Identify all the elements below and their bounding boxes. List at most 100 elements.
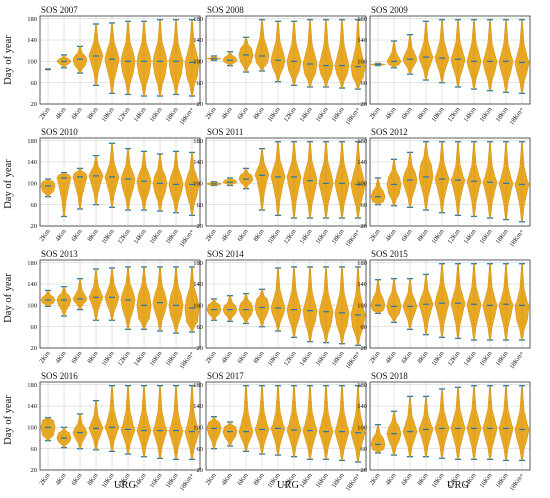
violin-body xyxy=(334,266,350,344)
violin-body xyxy=(238,293,254,324)
violin-body xyxy=(334,19,350,89)
x-tick-label: 2Km xyxy=(38,472,51,487)
x-tick-label: 18Km+ xyxy=(344,472,361,493)
plot-frame xyxy=(39,259,201,349)
x-tick-label: 6Km xyxy=(236,472,249,487)
x-tick-label: 4Km xyxy=(384,472,397,487)
x-tick-label: 14Km xyxy=(299,350,314,367)
violin-body xyxy=(120,385,136,455)
y-tick-label: 100 xyxy=(357,181,367,188)
violin-body xyxy=(482,141,498,219)
violin-body xyxy=(434,263,450,338)
plot-frame xyxy=(205,381,367,471)
x-tick-label: 10Km xyxy=(267,106,282,123)
x-tick-label: 18Km xyxy=(495,106,510,123)
violin-body xyxy=(88,155,104,205)
plot-frame xyxy=(369,15,531,105)
y-tick-label: 180 xyxy=(193,138,203,145)
panel-sos-2012: SOS 2012 20 60 100 140 180 2Km 4Km 6Km 8Km 10Km 12K… xyxy=(357,127,531,248)
y-tick-label: 100 xyxy=(27,181,37,188)
x-tick-label: 16Km xyxy=(315,472,330,489)
x-tick-label: 18Km+ xyxy=(508,106,525,127)
x-tick-label: 16Km xyxy=(479,350,494,367)
x-tick-label: 8Km xyxy=(416,350,429,365)
y-tick-label: 140 xyxy=(27,37,37,44)
violin-body xyxy=(72,278,88,310)
y-tick-label: 20 xyxy=(361,223,368,230)
y-tick-label: 20 xyxy=(361,101,368,108)
panel-title: SOS 2015 xyxy=(371,249,408,259)
y-tick-label: 20 xyxy=(31,345,38,352)
violin-body xyxy=(302,266,318,342)
x-tick-label: 6Km xyxy=(400,350,413,365)
x-tick-label: 18Km+ xyxy=(178,350,195,371)
x-tick-label: 18Km xyxy=(165,350,180,367)
x-tick-label: 8Km xyxy=(252,106,265,121)
panel-title: SOS 2018 xyxy=(371,371,408,381)
violin-body xyxy=(318,141,334,219)
x-tick-label: 2Km xyxy=(204,350,217,365)
x-tick-label: 4Km xyxy=(54,472,67,487)
violin-body xyxy=(104,143,120,208)
violin-body xyxy=(418,396,434,457)
panel-sos-2009: SOS 2009 20 60 100 140 180 2Km 4Km 6Km 8Km 10Km 12K… xyxy=(357,5,531,127)
y-tick-label: 20 xyxy=(31,101,38,108)
x-tick-label: 16Km xyxy=(315,228,330,245)
violin-body xyxy=(434,141,450,213)
violin-body xyxy=(254,148,270,211)
violin-body xyxy=(370,424,386,454)
plot-frame xyxy=(369,259,531,349)
panel-sos-2007: SOS 2007 20 60 100 140 180 2Km 4Km 6Km 8Km 10Km 12K… xyxy=(27,5,201,126)
violin-body xyxy=(286,385,302,457)
x-tick-label: 14Km xyxy=(133,106,148,123)
y-tick-label: 180 xyxy=(357,382,367,389)
x-tick-label: 12Km xyxy=(117,228,132,245)
violin-body xyxy=(514,385,530,461)
violin-body xyxy=(334,141,350,219)
y-tick-label: 140 xyxy=(357,403,367,410)
violin-body xyxy=(402,396,418,457)
violin-body xyxy=(498,263,514,341)
y-tick-label: 100 xyxy=(357,425,367,432)
y-tick-label: 100 xyxy=(27,303,37,310)
violin-body xyxy=(254,385,270,455)
x-tick-label: 4Km xyxy=(384,106,397,121)
x-tick-label: 4Km xyxy=(384,350,397,365)
violin-body xyxy=(40,290,56,307)
y-tick-label: 100 xyxy=(27,425,37,432)
violin-body xyxy=(88,268,104,321)
x-tick-label: 2Km xyxy=(368,106,381,121)
y-tick-label: 140 xyxy=(357,37,367,44)
violin-body xyxy=(450,387,466,460)
plot-frame xyxy=(205,15,367,105)
plot-frame xyxy=(205,259,367,349)
violin-body xyxy=(152,153,168,212)
violin-body xyxy=(386,278,402,323)
y-tick-label: 180 xyxy=(27,16,37,23)
plot-frame xyxy=(369,137,531,227)
violin-body xyxy=(168,151,184,213)
x-tick-label: 14Km xyxy=(299,228,314,245)
panel-title: SOS 2016 xyxy=(41,371,78,381)
violin-body xyxy=(206,416,222,449)
x-tick-label: 18Km xyxy=(495,228,510,245)
y-tick-label: 20 xyxy=(197,223,204,230)
violin-body xyxy=(386,40,402,68)
y-tick-label: 140 xyxy=(193,403,203,410)
x-tick-label: 16Km xyxy=(149,350,164,367)
violin-body xyxy=(370,177,386,205)
x-tick-label: 18Km xyxy=(331,350,346,367)
x-tick-label: 2Km xyxy=(368,472,381,487)
violin-body xyxy=(270,385,286,456)
x-axis-label: URG xyxy=(277,480,300,491)
panel-sos-2015: SOS 2015 20 60 100 140 180 2Km 4Km 6Km 8Km 10Km 12K… xyxy=(357,249,531,370)
violin-body xyxy=(136,21,152,97)
y-tick-label: 140 xyxy=(27,403,37,410)
x-tick-label: 16Km xyxy=(149,228,164,245)
panel-title: SOS 2007 xyxy=(41,5,78,15)
violin-body xyxy=(168,266,184,334)
x-tick-label: 10Km xyxy=(101,106,116,123)
x-tick-label: 4Km xyxy=(220,350,233,365)
y-tick-label: 60 xyxy=(197,80,204,87)
